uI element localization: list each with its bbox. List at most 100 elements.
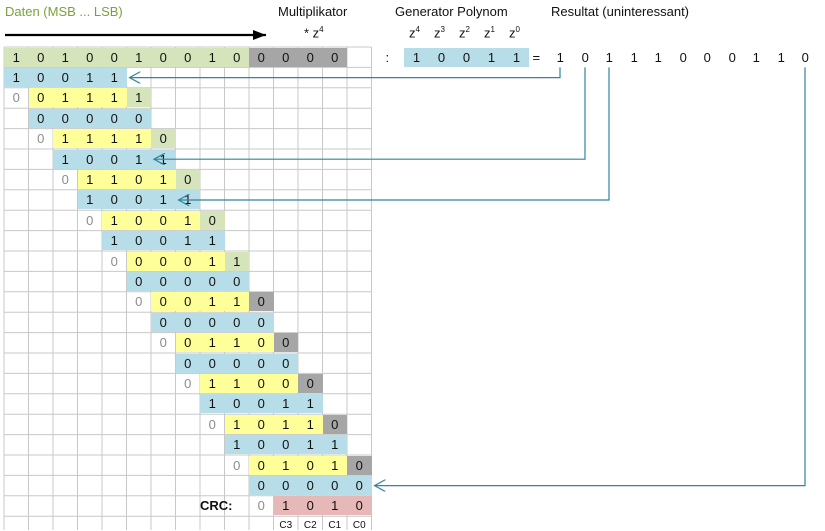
subtract-bit: 0 xyxy=(175,271,200,291)
subtract-bit: 0 xyxy=(249,435,274,455)
remainder-bit: 0 xyxy=(151,210,176,230)
subtract-bit: 1 xyxy=(102,67,127,87)
remainder-bit: 0 xyxy=(249,414,274,434)
brought-down-bit: 0 xyxy=(322,414,347,434)
brought-down-bit: 0 xyxy=(298,373,323,393)
subtract-bit: 0 xyxy=(224,271,249,291)
remainder-bit: 1 xyxy=(298,414,323,434)
generator-bit: 0 xyxy=(429,47,454,67)
crc-bit: 0 xyxy=(298,496,323,516)
brought-down-bit: 0 xyxy=(151,129,176,149)
result-bit: 0 xyxy=(581,49,589,65)
remainder-bit: 0 xyxy=(273,373,298,393)
data-bit: 1 xyxy=(126,47,151,67)
brought-down-bit: 0 xyxy=(249,292,274,312)
remainder-bit: 1 xyxy=(224,414,249,434)
brought-down-bit: 0 xyxy=(200,210,225,230)
subtract-bit: 0 xyxy=(249,312,274,332)
subtract-bit: 1 xyxy=(175,231,200,251)
subtract-bit: 0 xyxy=(224,353,249,373)
subtract-bit: 1 xyxy=(273,394,298,414)
subtract-bit: 0 xyxy=(126,190,151,210)
crc-bit: 1 xyxy=(322,496,347,516)
subtract-bit: 0 xyxy=(175,353,200,373)
subtract-bit: 1 xyxy=(298,435,323,455)
brought-down-bit: 1 xyxy=(126,88,151,108)
brought-down-bit: 0 xyxy=(273,333,298,353)
subtract-bit: 0 xyxy=(77,149,102,169)
subtract-bit: 0 xyxy=(322,475,347,495)
generator-term-exp: 3 xyxy=(440,25,445,34)
subtract-bit: 1 xyxy=(200,231,225,251)
dropped-leading-bit: 0 xyxy=(135,294,143,310)
remainder-bit: 1 xyxy=(102,88,127,108)
subtract-bit: 0 xyxy=(273,475,298,495)
multiplikator-exp: 4 xyxy=(319,25,324,34)
generator-term-base: z xyxy=(434,25,441,41)
subtract-bit: 0 xyxy=(102,149,127,169)
subtract-bit: 0 xyxy=(126,108,151,128)
generator-term-exp: 2 xyxy=(465,25,470,34)
subtract-bit: 0 xyxy=(347,475,372,495)
remainder-bit: 1 xyxy=(151,169,176,189)
subtract-bit: 1 xyxy=(298,394,323,414)
generator-term-base: z xyxy=(509,25,516,41)
subtract-bit: 1 xyxy=(77,67,102,87)
multiplikator-factor-text: * z xyxy=(304,25,320,41)
subtract-bit: 0 xyxy=(175,312,200,332)
remainder-bit: 1 xyxy=(53,88,78,108)
subtract-bit: 0 xyxy=(298,475,323,495)
generator-term-exp: 4 xyxy=(415,25,420,34)
data-bit: 0 xyxy=(28,47,53,67)
multiplier-bit: 0 xyxy=(298,47,323,67)
result-bit: 0 xyxy=(679,49,687,65)
subtract-bit: 1 xyxy=(4,67,29,87)
remainder-bit: 1 xyxy=(322,455,347,475)
remainder-bit: 1 xyxy=(273,455,298,475)
remainder-bit: 0 xyxy=(298,455,323,475)
subtract-bit: 1 xyxy=(102,231,127,251)
remainder-bit: 0 xyxy=(249,373,274,393)
subtract-bit: 0 xyxy=(77,108,102,128)
remainder-bit: 0 xyxy=(249,333,274,353)
remainder-bit: 0 xyxy=(151,251,176,271)
data-bit: 0 xyxy=(77,47,102,67)
generator-term: z3 xyxy=(434,25,445,40)
subtract-bit: 1 xyxy=(175,190,200,210)
subtract-bit: 0 xyxy=(273,435,298,455)
remainder-bit: 1 xyxy=(200,373,225,393)
remainder-bit: 0 xyxy=(126,169,151,189)
result-bit: 0 xyxy=(703,49,711,65)
generator-bit: 0 xyxy=(454,47,479,67)
remainder-bit: 0 xyxy=(126,210,151,230)
remainder-bit: 0 xyxy=(126,251,151,271)
subtract-bit: 0 xyxy=(53,67,78,87)
subtract-bit: 0 xyxy=(249,475,274,495)
data-bit: 1 xyxy=(4,47,29,67)
generator-term-base: z xyxy=(459,25,466,41)
subtract-bit: 0 xyxy=(200,312,225,332)
crc-bit-name: C1 xyxy=(328,520,342,531)
data-bit: 1 xyxy=(53,47,78,67)
crc-bit-name: C3 xyxy=(279,520,293,531)
remainder-bit: 0 xyxy=(175,251,200,271)
dropped-leading-bit: 0 xyxy=(110,253,118,269)
remainder-bit: 1 xyxy=(77,169,102,189)
remainder-bit: 1 xyxy=(77,88,102,108)
subtract-bit: 0 xyxy=(28,67,53,87)
data-bit: 0 xyxy=(102,47,127,67)
subtract-bit: 1 xyxy=(151,149,176,169)
resultat-label: Resultat (uninteressant) xyxy=(551,4,690,19)
dropped-leading-bit: 0 xyxy=(184,375,192,391)
subtract-bit: 0 xyxy=(151,231,176,251)
remainder-bit: 1 xyxy=(200,333,225,353)
dropped-leading-bit: 0 xyxy=(37,131,45,147)
data-bit: 1 xyxy=(200,47,225,67)
subtract-bit: 0 xyxy=(102,108,127,128)
subtract-bit: 0 xyxy=(273,353,298,373)
equals-sign: = xyxy=(532,49,541,65)
data-bit: 0 xyxy=(151,47,176,67)
subtract-bit: 0 xyxy=(151,312,176,332)
crc-bit: 1 xyxy=(273,496,298,516)
brought-down-bit: 0 xyxy=(347,455,372,475)
